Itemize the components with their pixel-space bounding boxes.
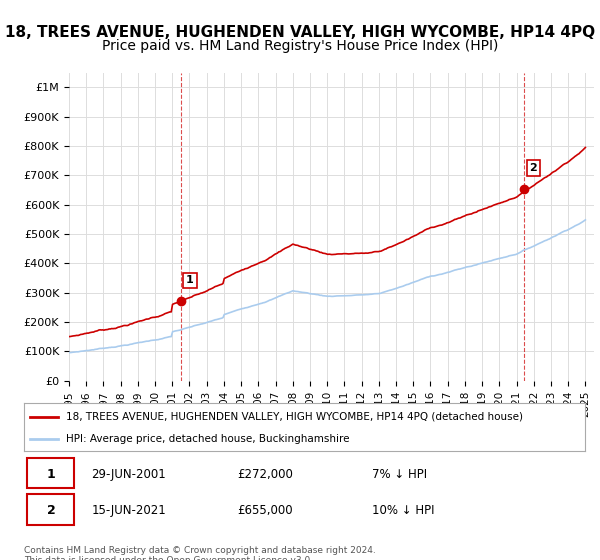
Text: HPI: Average price, detached house, Buckinghamshire: HPI: Average price, detached house, Buck… xyxy=(66,434,350,444)
Text: Price paid vs. HM Land Registry's House Price Index (HPI): Price paid vs. HM Land Registry's House … xyxy=(102,39,498,53)
Text: £655,000: £655,000 xyxy=(237,504,293,517)
Text: 18, TREES AVENUE, HUGHENDEN VALLEY, HIGH WYCOMBE, HP14 4PQ (detached house): 18, TREES AVENUE, HUGHENDEN VALLEY, HIGH… xyxy=(66,412,523,422)
Text: 2: 2 xyxy=(47,504,55,517)
FancyBboxPatch shape xyxy=(27,458,74,488)
Text: Contains HM Land Registry data © Crown copyright and database right 2024.
This d: Contains HM Land Registry data © Crown c… xyxy=(24,546,376,560)
Text: 29-JUN-2001: 29-JUN-2001 xyxy=(91,468,166,480)
Text: £272,000: £272,000 xyxy=(237,468,293,480)
Text: 10% ↓ HPI: 10% ↓ HPI xyxy=(372,504,434,517)
Text: 15-JUN-2021: 15-JUN-2021 xyxy=(91,504,166,517)
Text: 7% ↓ HPI: 7% ↓ HPI xyxy=(372,468,427,480)
Text: 1: 1 xyxy=(186,276,194,286)
Text: 1: 1 xyxy=(47,468,55,480)
Text: 2: 2 xyxy=(529,163,537,173)
Text: 18, TREES AVENUE, HUGHENDEN VALLEY, HIGH WYCOMBE, HP14 4PQ: 18, TREES AVENUE, HUGHENDEN VALLEY, HIGH… xyxy=(5,25,595,40)
FancyBboxPatch shape xyxy=(27,494,74,525)
